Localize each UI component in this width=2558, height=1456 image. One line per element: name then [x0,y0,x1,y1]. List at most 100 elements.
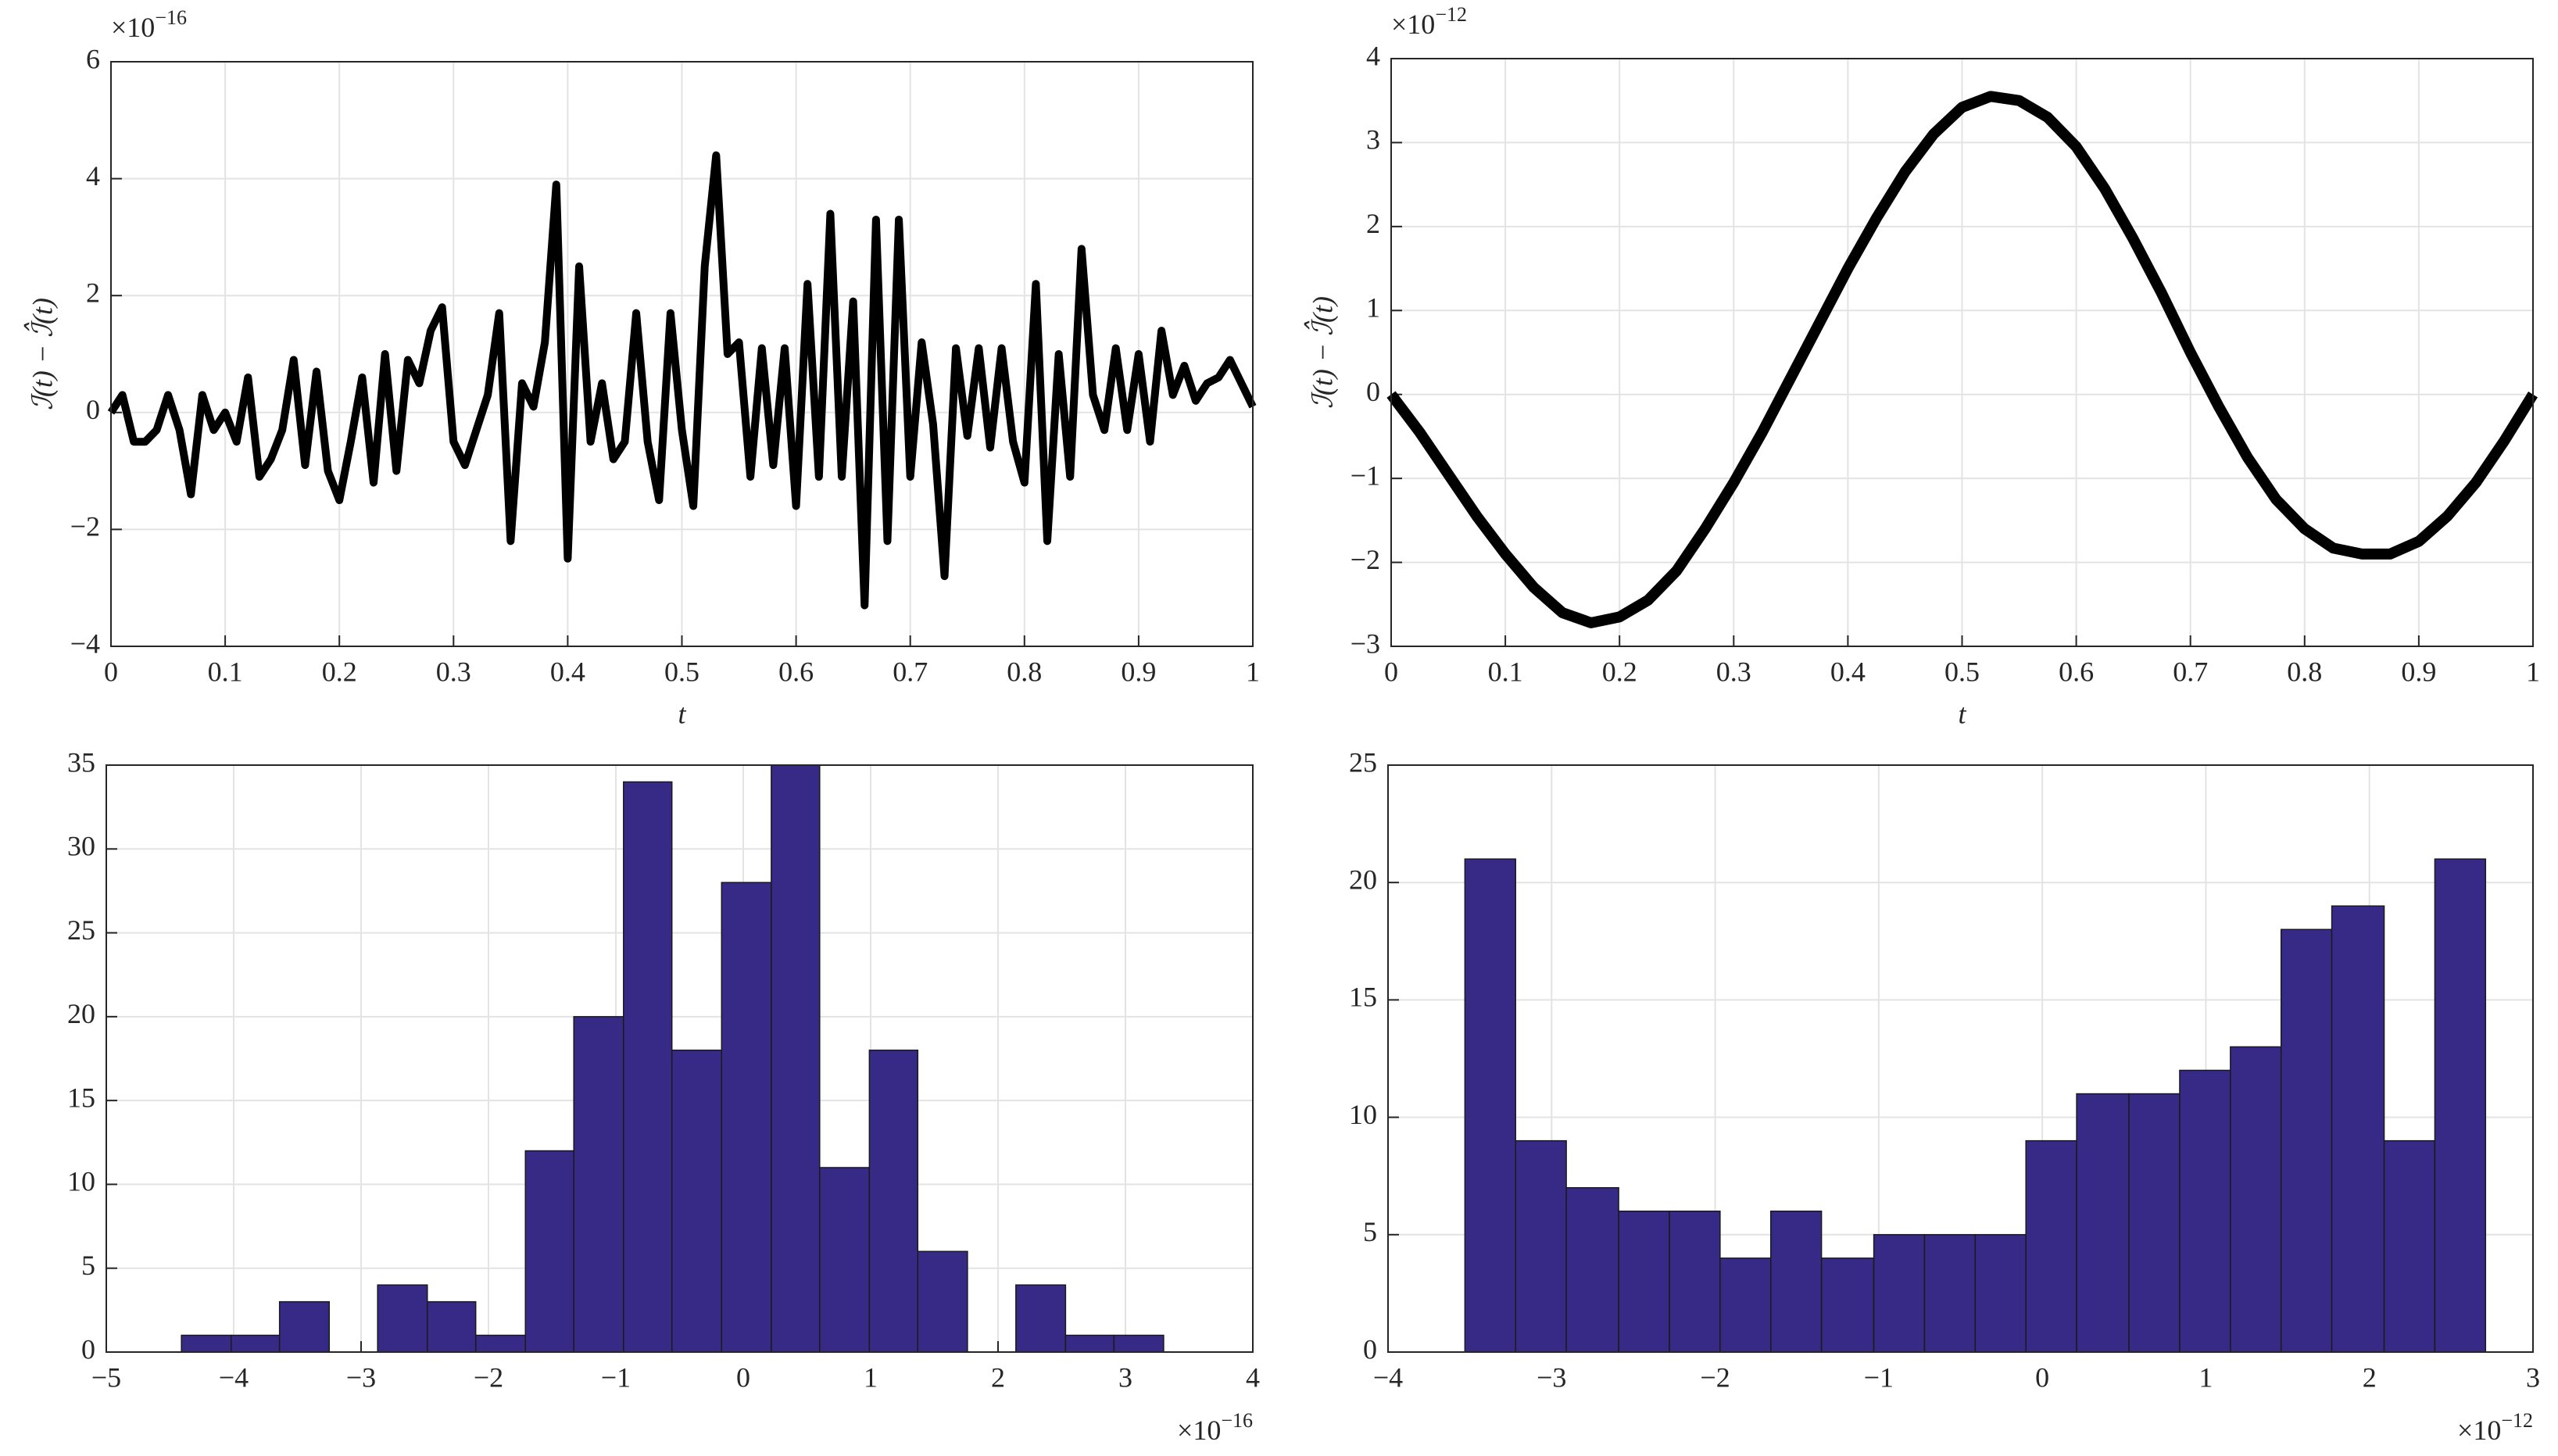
x-tick-label: −3 [1537,1361,1566,1393]
axis-exponent: ×10−16 [1177,1409,1253,1446]
x-tick-label: 0 [104,656,118,687]
histogram-bar [1618,1211,1670,1353]
histogram-bar [721,882,772,1353]
y-tick-label: 25 [67,914,95,946]
y-tick-label: −1 [1351,460,1380,491]
y-tick-label: −3 [1351,628,1380,659]
x-tick-label: 0.8 [2287,656,2322,687]
histogram-bar [427,1300,477,1353]
x-tick-label: −2 [474,1361,503,1393]
x-tick-label: −1 [1864,1361,1894,1393]
axes-box [110,61,1254,647]
histogram-bar [1820,1257,1875,1353]
histogram-bar [181,1334,232,1353]
y-tick-label: 2 [1366,208,1380,239]
histogram-bar [1064,1334,1115,1353]
histogram-bar [2434,858,2487,1353]
x-tick-label: 0.2 [322,656,357,687]
x-tick-label: 1 [1246,656,1260,687]
y-tick-label: 25 [1349,746,1377,778]
y-tick-label: 15 [67,1082,95,1113]
histogram-bar [2128,1093,2181,1353]
histogram-bar [230,1334,281,1353]
histogram-bar [278,1300,330,1353]
histogram-bar [771,764,821,1353]
histogram-bar [1719,1257,1772,1353]
x-tick-label: 0.9 [1121,656,1156,687]
histogram-bar [573,1016,624,1353]
axis-exponent: ×10−12 [2457,1409,2533,1446]
histogram-bar [2280,928,2333,1353]
y-tick-label: 0 [86,394,100,425]
y-tick-label: 20 [1349,864,1377,895]
y-axis-label: ℐ(t) − ℐ̂(t) [1304,296,1339,409]
histogram-bar [1974,1234,2027,1353]
data-line [107,151,1257,610]
histogram-bar [524,1150,574,1353]
exponent-base: ×10 [2457,1415,2501,1446]
x-tick-label: 0.3 [436,656,471,687]
y-tick-label: 15 [1349,982,1377,1013]
histogram-bar [917,1250,968,1353]
axes-box [1387,764,2534,1353]
x-tick-label: 0.1 [208,656,243,687]
x-tick-label: 0.9 [2401,656,2436,687]
y-tick-label: 30 [67,831,95,862]
y-tick-label: 1 [1366,292,1380,324]
histogram-bar [1464,858,1516,1353]
x-tick-label: 0 [2035,1361,2049,1393]
y-tick-label: 3 [1366,124,1380,156]
data-line [1386,91,2538,628]
histogram-bar [671,1050,723,1353]
y-tick-label: 10 [67,1166,95,1197]
y-tick-label: 20 [67,998,95,1029]
x-tick-label: 0.3 [1716,656,1751,687]
x-tick-label: 0.4 [1830,656,1866,687]
y-tick-label: 0 [1363,1333,1377,1365]
exponent-base: ×10 [1391,9,1435,40]
x-tick-label: −3 [346,1361,376,1393]
y-tick-label: 2 [86,277,100,308]
y-tick-label: 10 [1349,1099,1377,1130]
x-tick-label: 0.6 [778,656,814,687]
x-axis-label: t [678,698,686,729]
x-tick-label: 1 [864,1361,878,1393]
x-tick-label: −2 [1700,1361,1730,1393]
x-tick-label: −4 [1373,1361,1403,1393]
histogram-bar [1565,1186,1619,1353]
y-tick-label: 0 [81,1333,95,1365]
histogram-bar [2230,1046,2282,1353]
x-axis-label: t [1958,698,1966,729]
axes-box [1390,58,2534,647]
x-tick-label: 0.5 [664,656,699,687]
axis-exponent: ×10−16 [111,6,187,43]
exponent-base: ×10 [1177,1415,1221,1446]
x-tick-label: 0 [736,1361,750,1393]
histogram-bar [2179,1069,2231,1353]
histogram-bar [1113,1334,1165,1353]
x-tick-label: 0.4 [550,656,585,687]
y-axis-label: ℐ(t) − ℐ̂(t) [24,298,59,410]
y-tick-label: 5 [81,1250,95,1281]
x-tick-label: 3 [2526,1361,2540,1393]
x-tick-label: 0.7 [893,656,928,687]
exponent-base: ×10 [111,12,155,43]
histogram-bar [1923,1234,1977,1353]
x-tick-label: −4 [219,1361,249,1393]
exponent-power: −16 [1221,1409,1253,1432]
histogram-bar [1515,1139,1567,1353]
x-tick-label: 0.8 [1007,656,1042,687]
histogram-bar [2383,1139,2436,1353]
histogram-bar [1669,1211,1721,1353]
x-tick-label: 0 [1384,656,1398,687]
x-tick-label: 0.5 [1944,656,1980,687]
histogram-bar [2076,1093,2130,1353]
axis-exponent: ×10−12 [1391,3,1467,40]
x-tick-label: 0.7 [2173,656,2208,687]
histogram-bar [1769,1211,1823,1353]
exponent-power: −12 [2501,1409,2533,1432]
x-tick-label: 4 [1246,1361,1260,1393]
x-tick-label: 0.2 [1602,656,1637,687]
histogram-bar [2331,905,2385,1353]
